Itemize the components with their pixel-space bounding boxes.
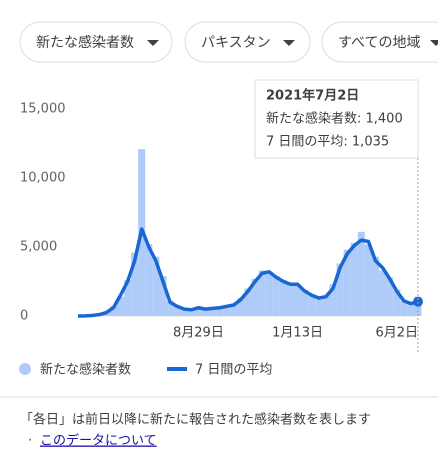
y-tick-label: 0 <box>20 309 28 324</box>
bar <box>109 306 117 316</box>
y-tick-label: 15,000 <box>20 102 66 117</box>
y-tick-label: 10,000 <box>20 171 66 186</box>
bar <box>145 244 153 316</box>
bar <box>364 244 372 316</box>
bar <box>237 298 245 316</box>
tooltip-line: 新たな感染者数: 1,400 <box>266 111 403 127</box>
footer-bullet: · <box>28 434 32 449</box>
bar <box>308 295 316 316</box>
bar <box>244 288 252 316</box>
tooltip-line: 7 日間の平均: 1,035 <box>266 135 389 150</box>
filter-chip[interactable]: パキスタン <box>184 21 311 63</box>
filter-chip[interactable]: 新たな感染者数 <box>19 21 173 63</box>
bar <box>294 285 302 316</box>
bar <box>251 278 259 316</box>
legend-label: 新たな感染者数 <box>40 362 131 378</box>
bar <box>187 309 195 316</box>
bar <box>223 306 231 316</box>
bar <box>230 304 238 316</box>
bar <box>131 252 139 316</box>
bar <box>216 307 224 316</box>
bar <box>350 242 358 316</box>
bar <box>180 308 188 316</box>
bar <box>159 275 167 316</box>
bar <box>265 273 273 316</box>
hover-dot <box>413 296 423 307</box>
bar <box>371 256 380 316</box>
chip-label: パキスタン <box>201 35 271 51</box>
bar <box>152 256 160 316</box>
bar <box>400 300 408 316</box>
chip-label: すべての地域 <box>338 35 420 51</box>
legend-label: 7 日間の平均 <box>195 363 272 378</box>
line <box>77 227 419 318</box>
bar <box>386 277 394 316</box>
bar <box>201 309 210 316</box>
chip-label: 新たな感染者数 <box>36 34 134 51</box>
bar <box>116 296 125 316</box>
legend-swatch <box>19 363 31 375</box>
legend: 新たな感染者数 7 日間の平均 <box>19 362 272 378</box>
bar <box>209 308 217 316</box>
bar <box>124 280 132 316</box>
tooltip: 2021年7月2日 新たな感染者数: 1,400 7 日間の平均: 1,035 <box>254 79 419 159</box>
bar <box>173 304 181 316</box>
bar <box>336 263 344 316</box>
bar <box>329 284 337 316</box>
bar <box>322 295 330 316</box>
bar <box>166 300 174 316</box>
bar <box>286 282 295 316</box>
x-tick-label: 6月2日 <box>375 326 418 341</box>
tooltip-title: 2021年7月2日 <box>266 88 359 104</box>
bar <box>279 280 287 316</box>
plot: 0 5,000 10,000 15,000 8月29日 1月13日 6月2日 <box>20 102 423 341</box>
bar <box>315 299 323 316</box>
bar <box>407 303 415 316</box>
x-tick-label: 8月29日 <box>173 326 224 341</box>
bar <box>258 270 266 316</box>
bar <box>301 289 309 316</box>
x-tick-label: 1月13日 <box>272 326 323 341</box>
y-tick-label: 5,000 <box>20 240 57 255</box>
footer-link[interactable]: このデータについて <box>40 433 157 449</box>
filter-chip[interactable]: すべての地域 <box>321 21 438 63</box>
bar <box>393 289 401 316</box>
bar <box>357 231 365 316</box>
bar <box>379 270 387 316</box>
bar <box>272 275 280 316</box>
bar <box>194 307 202 316</box>
bar <box>343 249 351 316</box>
footer-note: 「各日」は前日以降に新たに報告された感染者数を表します <box>20 412 371 428</box>
